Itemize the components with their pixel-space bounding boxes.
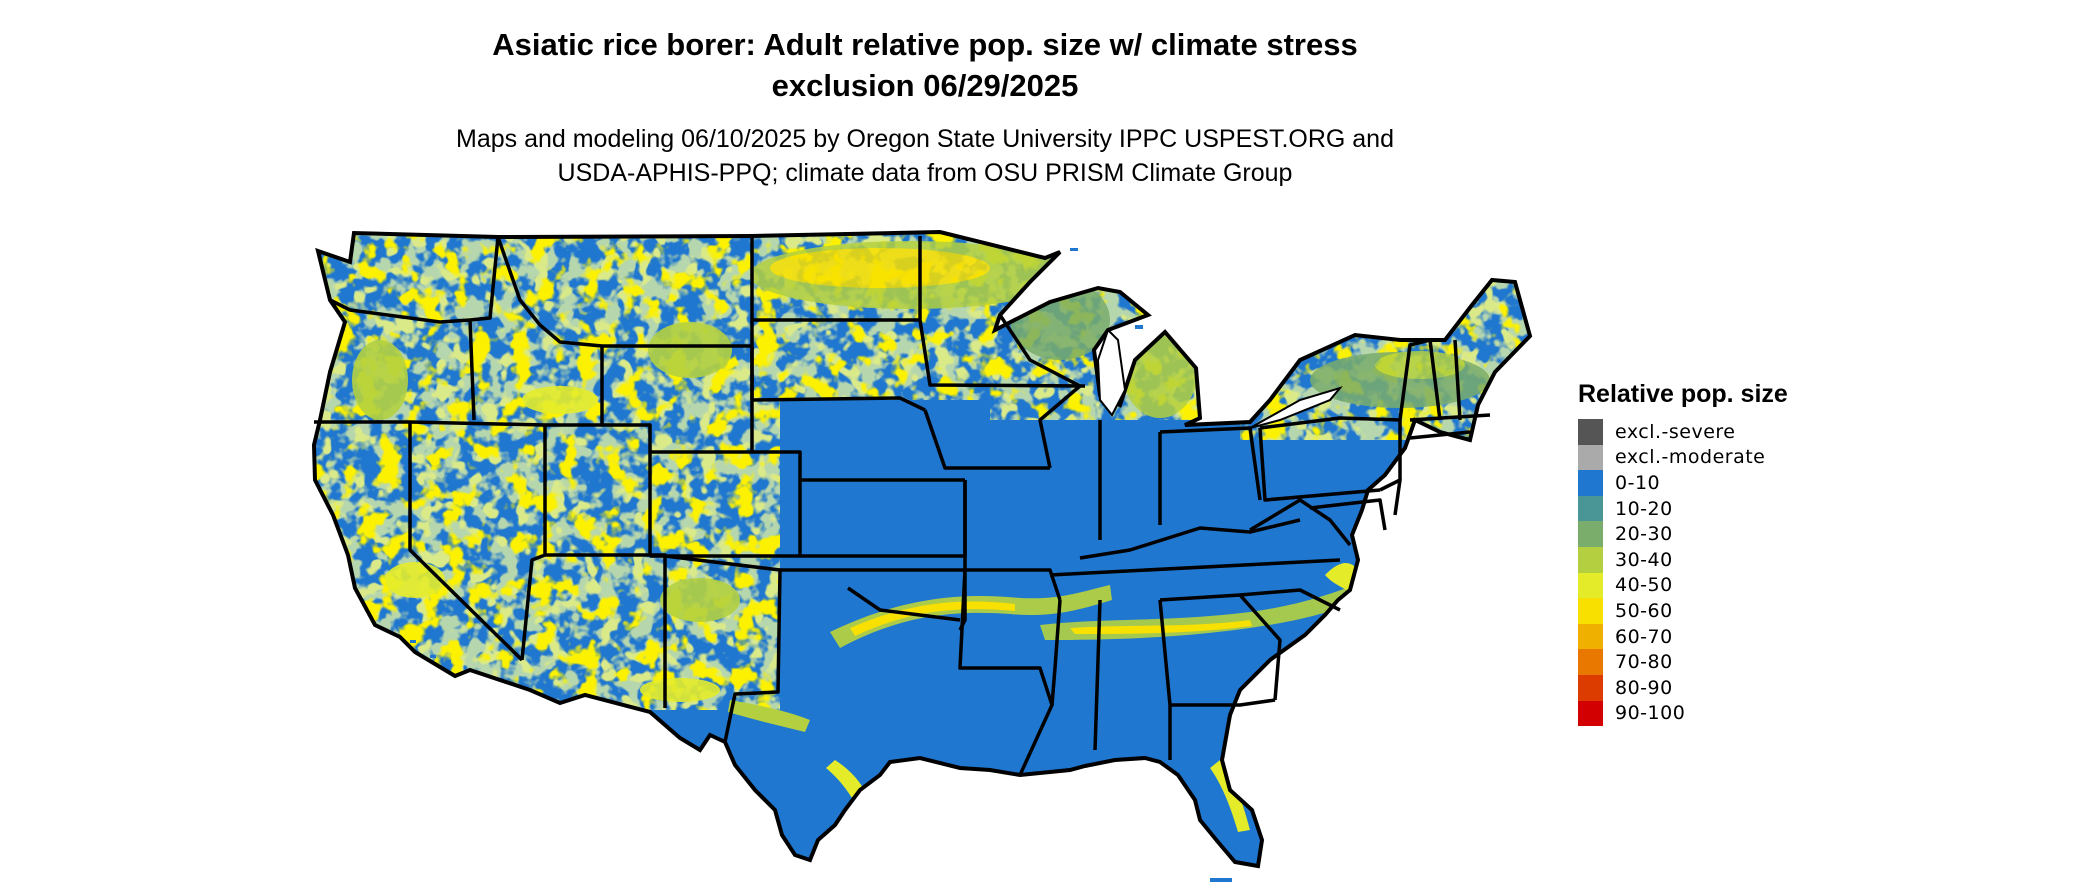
legend-label: 60-70 bbox=[1615, 625, 1673, 648]
lake-michigan bbox=[1096, 328, 1127, 417]
legend-item: 60-70 bbox=[1578, 623, 1788, 650]
legend-label: 50-60 bbox=[1615, 599, 1673, 622]
legend-item: excl.-moderate bbox=[1578, 444, 1788, 471]
legend-swatch bbox=[1578, 546, 1603, 573]
title-line-2: exclusion 06/29/2025 bbox=[771, 68, 1079, 103]
legend-label: 10-20 bbox=[1615, 497, 1673, 520]
legend: Relative pop. size excl.-severe excl.-mod… bbox=[1578, 380, 1788, 727]
legend-swatch bbox=[1578, 444, 1603, 471]
legend-swatch bbox=[1578, 495, 1603, 522]
legend-item: 40-50 bbox=[1578, 572, 1788, 599]
legend-swatch bbox=[1578, 419, 1603, 445]
legend-swatch bbox=[1578, 598, 1603, 624]
west-patches bbox=[352, 322, 740, 702]
legend-swatch bbox=[1578, 623, 1603, 650]
legend-label: 30-40 bbox=[1615, 548, 1673, 571]
legend-label: 70-80 bbox=[1615, 651, 1673, 674]
legend-label: 20-30 bbox=[1615, 523, 1673, 546]
lake-erie bbox=[1249, 386, 1343, 429]
legend-swatch bbox=[1578, 649, 1603, 675]
legend-swatch bbox=[1578, 572, 1603, 599]
legend-title: Relative pop. size bbox=[1578, 380, 1788, 408]
legend-label: 40-50 bbox=[1615, 574, 1673, 597]
legend-item: 0-10 bbox=[1578, 470, 1788, 496]
map-title: Asiatic rice borer: Adult relative pop. … bbox=[300, 24, 1550, 106]
map-subtitle: Maps and modeling 06/10/2025 by Oregon S… bbox=[300, 122, 1550, 190]
legend-item: excl.-severe bbox=[1578, 419, 1788, 445]
legend-item: 50-60 bbox=[1578, 598, 1788, 624]
title-line-1: Asiatic rice borer: Adult relative pop. … bbox=[492, 27, 1358, 62]
legend-item: 80-90 bbox=[1578, 674, 1788, 701]
legend-label: 0-10 bbox=[1615, 471, 1661, 494]
legend-label: 90-100 bbox=[1615, 702, 1686, 725]
legend-item: 10-20 bbox=[1578, 495, 1788, 522]
legend-swatch bbox=[1578, 470, 1603, 496]
legend-item: 70-80 bbox=[1578, 649, 1788, 675]
legend-label: excl.-severe bbox=[1615, 420, 1736, 443]
subtitle-line-1: Maps and modeling 06/10/2025 by Oregon S… bbox=[456, 125, 1394, 153]
legend-swatch bbox=[1578, 674, 1603, 701]
coastal-islands bbox=[410, 248, 1232, 882]
legend-swatch bbox=[1578, 521, 1603, 547]
northern-band bbox=[750, 241, 1490, 418]
legend-swatch bbox=[1578, 700, 1603, 727]
subtitle-line-2: USDA-APHIS-PPQ; climate data from OSU PR… bbox=[557, 159, 1293, 187]
legend-items: excl.-severe excl.-moderate 0-10 10-20 20-30… bbox=[1578, 419, 1788, 727]
legend-item: 20-30 bbox=[1578, 521, 1788, 547]
legend-label: excl.-moderate bbox=[1615, 446, 1766, 469]
legend-item: 90-100 bbox=[1578, 700, 1788, 727]
us-population-map bbox=[312, 230, 1532, 882]
legend-label: 80-90 bbox=[1615, 676, 1673, 699]
legend-item: 30-40 bbox=[1578, 546, 1788, 573]
